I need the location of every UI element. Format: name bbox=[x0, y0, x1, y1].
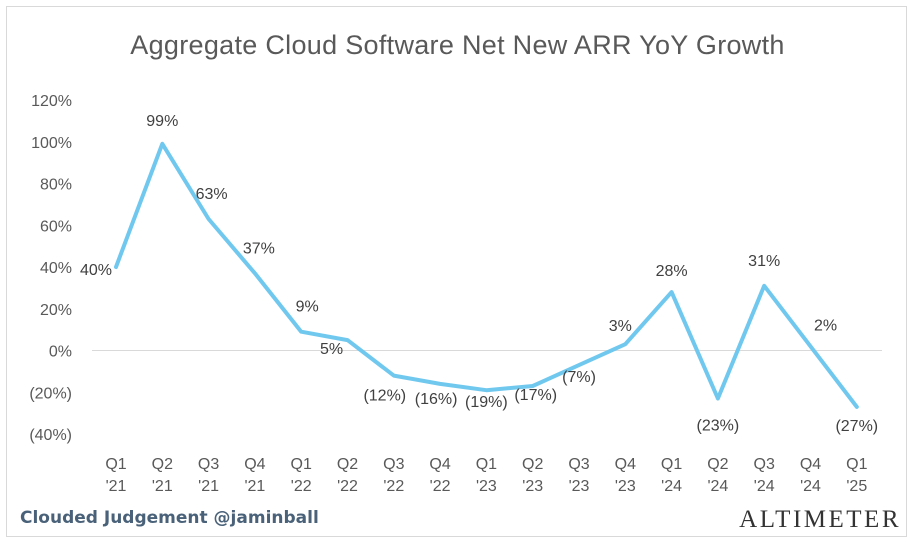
x-tick-label: Q3'21 bbox=[198, 456, 219, 495]
series-group bbox=[114, 141, 859, 409]
y-tick-label: 120% bbox=[31, 93, 72, 110]
data-label: (23%) bbox=[697, 418, 740, 435]
x-tick-label: Q1'25 bbox=[846, 456, 867, 495]
data-label: 28% bbox=[656, 263, 688, 280]
x-tick-label: Q1'23 bbox=[476, 456, 497, 495]
data-label: (27%) bbox=[835, 418, 878, 435]
x-tick-label: Q1'24 bbox=[661, 456, 682, 495]
data-label: 3% bbox=[609, 318, 632, 335]
data-label: 40% bbox=[80, 262, 112, 279]
x-axis-ticks: Q1'21 Q2'21 Q3'21 Q4'21 Q1'22 Q2'22 Q3'22 Q4'22… bbox=[105, 456, 867, 495]
data-label: (19%) bbox=[465, 394, 508, 411]
y-tick-label: 20% bbox=[40, 302, 72, 319]
data-label: 5% bbox=[320, 341, 343, 358]
x-tick-label: Q2'24 bbox=[707, 456, 728, 495]
x-tick-label: Q1'22 bbox=[291, 456, 312, 495]
y-axis-ticks: 120% 100% 80% 60% 40% 20% 0% (20%) (40%) bbox=[29, 93, 72, 444]
chart-title: Aggregate Cloud Software Net New ARR YoY… bbox=[130, 30, 785, 60]
data-label: 31% bbox=[748, 253, 780, 270]
y-tick-label: 80% bbox=[40, 177, 72, 194]
y-tick-label: 100% bbox=[31, 135, 72, 152]
x-tick-label: Q2'23 bbox=[522, 456, 543, 495]
x-tick-label: Q3'24 bbox=[754, 456, 775, 495]
data-label: 63% bbox=[196, 186, 228, 203]
attribution-text: Clouded Judgement @jaminball bbox=[20, 508, 319, 528]
series-line bbox=[114, 141, 859, 409]
brand-logo-text: ALTIMETER bbox=[739, 506, 901, 533]
data-label: 99% bbox=[146, 113, 178, 130]
data-label: (17%) bbox=[514, 387, 557, 404]
y-tick-label: 40% bbox=[40, 260, 72, 277]
x-tick-label: Q3'23 bbox=[568, 456, 589, 495]
y-tick-label: (40%) bbox=[29, 427, 72, 444]
x-tick-label: Q2'22 bbox=[337, 456, 358, 495]
y-tick-label: (20%) bbox=[29, 385, 72, 402]
x-tick-label: Q3'22 bbox=[383, 456, 404, 495]
y-tick-label: 60% bbox=[40, 218, 72, 235]
x-tick-label: Q1'21 bbox=[105, 456, 126, 495]
x-tick-label: Q4'24 bbox=[800, 456, 821, 495]
chart-frame bbox=[6, 6, 907, 537]
data-label: 2% bbox=[814, 317, 837, 334]
data-label: (12%) bbox=[363, 388, 406, 405]
data-label: 37% bbox=[243, 240, 275, 257]
x-tick-label: Q4'23 bbox=[615, 456, 636, 495]
y-tick-label: 0% bbox=[49, 344, 72, 361]
x-tick-label: Q4'21 bbox=[244, 456, 265, 495]
x-tick-label: Q2'21 bbox=[152, 456, 173, 495]
data-label: (16%) bbox=[415, 391, 458, 408]
data-labels-group: 40% 99% 63% 37% 9% 5% (12%) (16%) (19%) (17%) (7%)… bbox=[80, 113, 878, 435]
data-label: (7%) bbox=[562, 369, 596, 386]
x-tick-label: Q4'22 bbox=[429, 456, 450, 495]
data-label: 9% bbox=[296, 299, 319, 316]
